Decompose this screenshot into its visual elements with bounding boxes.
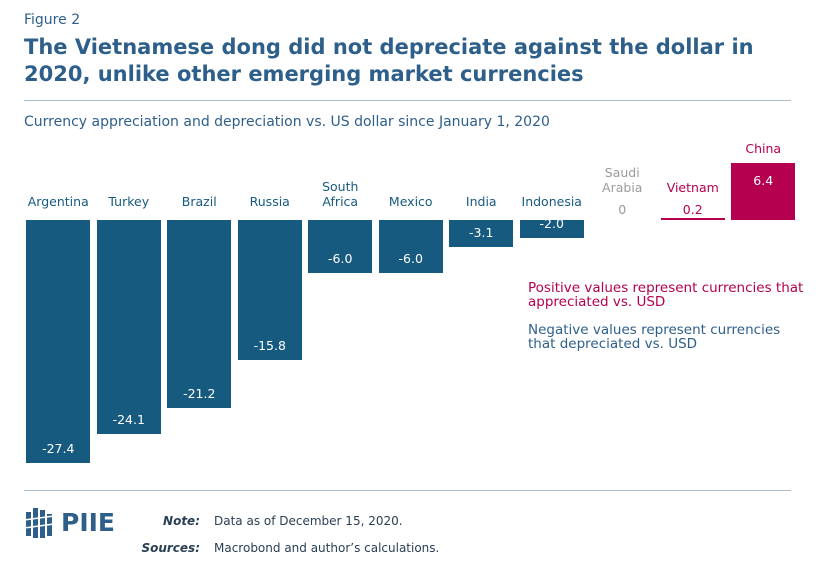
value-label: -24.1 (112, 411, 145, 427)
value-label: 0.2 (682, 202, 703, 217)
category-label: Mexico (388, 194, 433, 209)
sources-text: Macrobond and author’s calculations. (214, 541, 440, 555)
bar (26, 220, 91, 463)
bar (96, 220, 161, 434)
bar (449, 220, 514, 248)
bar (731, 163, 796, 220)
rule (24, 100, 791, 101)
sources-label: Sources: (141, 541, 200, 555)
bar (167, 220, 232, 408)
chart-title: The Vietnamese dong did not depreciate a… (24, 35, 754, 86)
category-label: South Africa (322, 179, 359, 209)
note-text: Data as of December 15, 2020. (214, 514, 403, 528)
category-label: India (465, 194, 497, 209)
bar (519, 220, 584, 238)
category-label: Vietnam (666, 180, 719, 195)
category-label: China (745, 141, 782, 157)
value-label: -6.0 (398, 251, 423, 267)
value-label: -3.1 (469, 225, 494, 241)
value-label: -27.4 (42, 440, 75, 456)
value-label: -6.0 (328, 251, 353, 267)
annotation: Negative values represent currencies tha… (528, 322, 781, 352)
logo-icon (24, 508, 55, 538)
category-label: Argentina (27, 194, 89, 209)
bar (660, 218, 725, 220)
value-label: 6.4 (753, 173, 774, 189)
chart-subtitle: Currency appreciation and depreciation v… (24, 114, 550, 130)
value-label: -21.2 (183, 385, 216, 401)
category-label: Indonesia (521, 194, 582, 209)
category-label: Brazil (181, 194, 217, 209)
bar (308, 220, 373, 274)
bar (237, 220, 302, 360)
figure-label: Figure 2 (24, 12, 81, 28)
value-label: -15.8 (253, 337, 286, 353)
rule (24, 490, 791, 491)
category-label: Russia (249, 194, 290, 209)
annotation: Positive values represent currencies tha… (528, 280, 804, 310)
note-label: Note: (163, 514, 200, 528)
bar (378, 220, 443, 274)
logo-text: PIIE (61, 508, 116, 537)
value-label: 0 (618, 202, 627, 217)
category-label: Turkey (108, 194, 150, 209)
category-label: Saudi Arabia (602, 165, 643, 195)
value-label: -2.0 (539, 215, 564, 231)
